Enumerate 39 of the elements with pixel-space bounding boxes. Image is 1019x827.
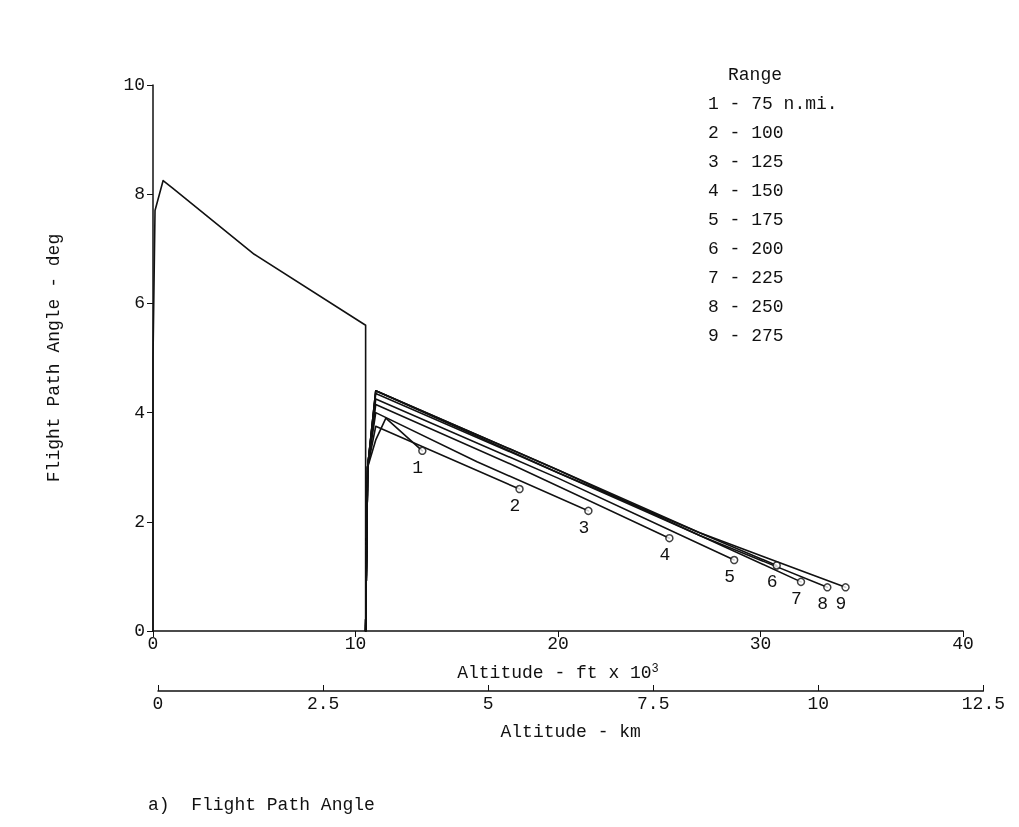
annotation: 6 - 200	[708, 239, 784, 259]
text: Range	[728, 65, 783, 85]
y-axis-title: Flight Path Angle - deg	[44, 233, 64, 483]
y-tick-label: 6	[134, 293, 145, 314]
x-tick-label: 30	[749, 634, 772, 654]
annotation: 6	[766, 572, 778, 593]
annotation: 4 - 150	[708, 181, 784, 201]
annotation: 4	[659, 545, 671, 566]
x2-tick-label: 12.5	[961, 694, 1006, 714]
annotation: 5	[724, 567, 735, 588]
annotation: 3	[578, 517, 590, 538]
annotation: 7 - 225	[708, 268, 784, 288]
annotation: 2 - 100	[708, 123, 784, 143]
x-tick-label: 0	[147, 634, 159, 654]
annotation: 7	[791, 588, 802, 609]
annotation: 3 - 125	[708, 152, 784, 172]
x-tick-label: 20	[547, 634, 569, 654]
annotation: 2	[509, 496, 521, 517]
x-tick-label: 40	[952, 634, 974, 654]
y-tick-label: 2	[134, 511, 145, 532]
annotation: 1 - 75 n.mi.	[708, 94, 838, 114]
x2-tick-label: 0	[152, 694, 164, 714]
y-tick-label: 10	[123, 75, 145, 95]
x-tick-label: 10	[344, 634, 367, 654]
x2-axis-title: Altitude - km	[500, 722, 641, 742]
x2-tick-label: 5	[482, 694, 494, 714]
annotation: 1	[412, 457, 424, 478]
y-tick-label: 0	[134, 621, 145, 641]
y-tick-label: 4	[134, 402, 145, 423]
x2-tick-label: 7.5	[637, 694, 670, 714]
annotation: 8 - 250	[708, 297, 784, 317]
annotation: 9	[835, 594, 847, 615]
text: a) Flight Path Angle	[148, 795, 375, 815]
annotation: 9 - 275	[708, 326, 784, 346]
x2-tick-label: 10	[807, 694, 830, 714]
y-tick-label: 8	[134, 184, 145, 205]
x2-tick-label: 2.5	[306, 694, 340, 714]
annotation: 8	[817, 594, 829, 615]
annotation: 5 - 175	[708, 210, 784, 230]
